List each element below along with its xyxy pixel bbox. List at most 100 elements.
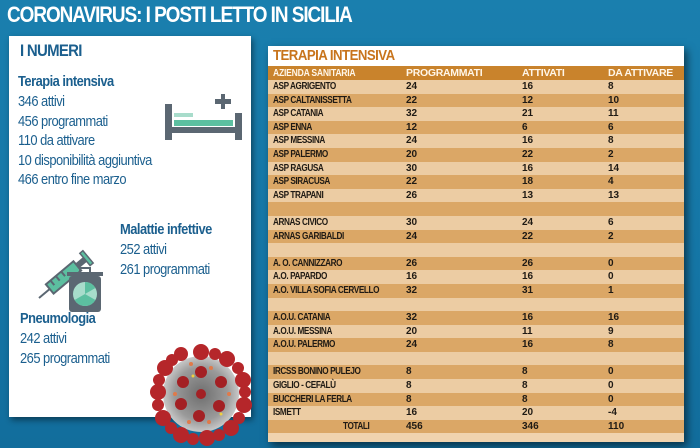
cell-azienda: ASP CATANIA: [273, 108, 324, 120]
page-title: CORONAVIRUS: I POSTI LETTO IN SICILIA: [7, 2, 353, 27]
cell-programmati: 24: [406, 339, 418, 351]
cell-attivati: 16: [522, 312, 534, 324]
cell-da-attivare: 16: [608, 312, 620, 324]
cell-programmati: 20: [406, 325, 418, 337]
table-row: ASP RAGUSA 30 16 14: [268, 161, 684, 176]
cell-azienda: A.O.U. PALERMO: [273, 339, 335, 351]
card-heading: I NUMERI: [20, 41, 82, 60]
cell-da-attivare: 2: [608, 230, 614, 242]
cell-programmati: 30: [406, 216, 418, 228]
cell-azienda: A.O.U. CATANIA: [273, 312, 331, 324]
stat-title: Pneumologia: [20, 310, 96, 327]
cell-programmati: 24: [406, 81, 418, 92]
totals-attivati: 346: [522, 420, 539, 432]
cell-programmati: 8: [406, 366, 412, 378]
table-row: A.O.U. MESSINA 20 11 9: [268, 324, 684, 339]
stat-line: 252 attivi: [120, 241, 167, 258]
cell-attivati: 16: [522, 339, 534, 351]
stat-line: 466 entro fine marzo: [18, 171, 127, 188]
stat-line: 261 programmati: [120, 260, 210, 278]
cell-attivati: 12: [522, 94, 534, 106]
cell-attivati: 18: [522, 176, 534, 188]
cell-attivati: 24: [522, 216, 534, 228]
cell-azienda: ASP ENNA: [273, 121, 312, 133]
cell-azienda: GIGLIO - CEFALÙ: [273, 380, 336, 392]
table-row: A.O. VILLA SOFIA CERVELLO 32 31 1: [268, 283, 684, 298]
cell-azienda: ASP TRAPANI: [273, 189, 324, 201]
cell-da-attivare: 1: [608, 284, 614, 296]
table-spacer-row: [268, 243, 684, 257]
table-row: ARNAS CIVICO 30 24 6: [268, 215, 684, 230]
cell-attivati: 8: [522, 393, 528, 405]
cell-attivati: 8: [522, 366, 528, 378]
cell-programmati: 16: [406, 407, 418, 419]
cell-azienda: ASP CALTANISSETTA: [273, 94, 352, 106]
cell-attivati: 16: [522, 135, 534, 147]
cell-programmati: 32: [406, 312, 418, 324]
cell-da-attivare: 0: [608, 366, 614, 378]
cell-da-attivare: 2: [608, 148, 614, 160]
hospital-bed-icon: [165, 94, 245, 151]
cell-da-attivare: 8: [608, 135, 614, 147]
terapia-intensiva-stats: Terapia intensiva 346 attivi 456 program…: [18, 72, 152, 190]
cell-attivati: 26: [522, 257, 534, 269]
cell-da-attivare: 8: [608, 339, 614, 351]
table-body: ASP AGRIGENTO 24 16 8 ASP CALTANISSETTA 22 12 1…: [268, 80, 684, 420]
table-row: ASP SIRACUSA 22 18 4: [268, 175, 684, 189]
cell-attivati: 31: [522, 284, 534, 296]
cell-da-attivare: 0: [608, 380, 614, 392]
cell-da-attivare: 0: [608, 393, 614, 405]
cell-azienda: ASP PALERMO: [273, 148, 328, 160]
numbers-card: I NUMERI Terapia intensiva 346 attivi 45…: [9, 36, 252, 446]
cell-azienda: ARNAS GARIBALDI: [273, 230, 344, 242]
cell-attivati: 6: [522, 121, 528, 133]
cell-azienda: BUCCHERI LA FERLA: [273, 393, 352, 405]
stat-title: Malattie infettive: [120, 221, 212, 238]
totals-programmati: 456: [406, 420, 423, 432]
stat-line: 456 programmati: [18, 112, 108, 130]
cell-programmati: 20: [406, 148, 418, 160]
table-row: IRCSS BONINO PULEJO 8 8 0: [268, 365, 684, 380]
table-row: ASP AGRIGENTO 24 16 8: [268, 80, 684, 94]
cell-programmati: 24: [406, 135, 418, 147]
table-row: BUCCHERI LA FERLA 8 8 0: [268, 392, 684, 407]
table-row: GIGLIO - CEFALÙ 8 8 0: [268, 379, 684, 393]
table-row: ASP MESSINA 24 16 8: [268, 134, 684, 148]
totals-row: TOTALI 456 346 110: [268, 419, 684, 434]
cell-azienda: ASP MESSINA: [273, 135, 325, 147]
table-row: ISMETT 16 20 -4: [268, 406, 684, 420]
cell-da-attivare: 10: [608, 94, 620, 106]
cell-programmati: 32: [406, 284, 418, 296]
cell-azienda: ISMETT: [273, 407, 301, 419]
cell-azienda: IRCSS BONINO PULEJO: [273, 366, 361, 378]
table-row: A.O.U. CATANIA 32 16 16: [268, 311, 684, 325]
table-row: ASP TRAPANI 26 13 13: [268, 188, 684, 203]
totals-da-attivare: 110: [608, 420, 625, 432]
cell-da-attivare: 14: [608, 162, 620, 174]
column-header-programmati: PROGRAMMATI: [406, 67, 483, 79]
cell-programmati: 30: [406, 162, 418, 174]
cell-programmati: 26: [406, 189, 418, 201]
column-header-attivati: ATTIVATI: [522, 67, 565, 79]
stat-line: 265 programmati: [20, 349, 110, 367]
cell-attivati: 22: [522, 230, 534, 242]
cell-azienda: A.O. VILLA SOFIA CERVELLO: [273, 284, 380, 296]
cell-da-attivare: 8: [608, 81, 614, 92]
stat-line: 110 da attivare: [18, 132, 95, 149]
cell-attivati: 13: [522, 189, 534, 201]
cell-da-attivare: 9: [608, 325, 614, 337]
cell-attivati: 11: [522, 325, 533, 337]
cell-attivati: 16: [522, 81, 534, 92]
cell-da-attivare: 6: [608, 121, 614, 133]
malattie-infettive-stats: Malattie infettive 252 attivi 261 progra…: [120, 220, 212, 279]
cell-da-attivare: 0: [608, 271, 614, 283]
table-row: ASP ENNA 12 6 6: [268, 120, 684, 135]
table-row: A.O. PAPARDO 16 16 0: [268, 270, 684, 284]
cell-programmati: 32: [406, 108, 418, 120]
cell-azienda: ASP AGRIGENTO: [273, 81, 336, 92]
cell-programmati: 16: [406, 271, 418, 283]
cell-attivati: 22: [522, 148, 534, 160]
table-row: ASP CALTANISSETTA 22 12 10: [268, 93, 684, 108]
cell-da-attivare: 13: [608, 189, 620, 201]
table-row: A. O. CANNIZZARO 26 26 0: [268, 256, 684, 271]
